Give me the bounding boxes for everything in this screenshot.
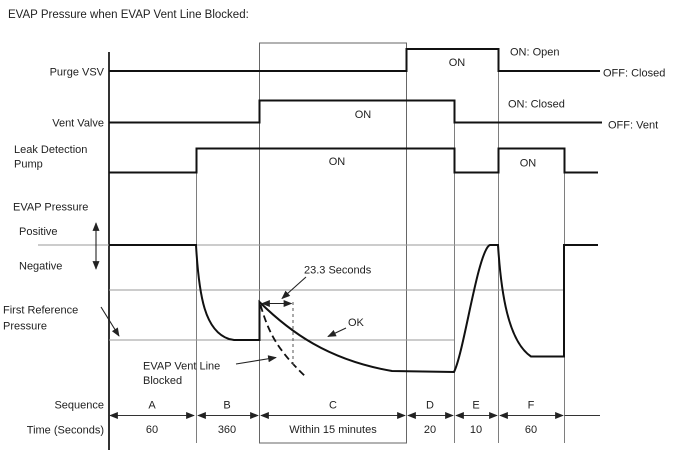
section-boundary-lines bbox=[108, 42, 565, 450]
first-reference-leader-arrow bbox=[100, 306, 120, 337]
time-value-e: 10 bbox=[470, 424, 482, 436]
leak-detection-pump-label-line2: Pump bbox=[14, 159, 43, 171]
purge-vsv-legend-on: ON: Open bbox=[510, 47, 560, 59]
vent-valve-legend-off: OFF: Vent bbox=[608, 120, 658, 132]
sequence-phase-c: C bbox=[329, 400, 337, 412]
sequence-phase-e: E bbox=[472, 400, 479, 412]
evap-pressure-curve-ok bbox=[109, 244, 598, 374]
sequence-phase-d: D bbox=[426, 400, 434, 412]
time-row-label: Time (Seconds) bbox=[27, 425, 104, 437]
ok-leader-arrow bbox=[327, 327, 347, 337]
time-value-b: 360 bbox=[218, 424, 236, 436]
purge-vsv-on-text: ON bbox=[449, 57, 466, 69]
negative-label: Negative bbox=[19, 261, 62, 273]
sequence-phase-f: F bbox=[528, 400, 535, 412]
purge-vsv-legend-off: OFF: Closed bbox=[603, 68, 665, 80]
sequence-phase-b: B bbox=[223, 400, 230, 412]
time-value-d: 20 bbox=[424, 424, 436, 436]
evap-pressure-label: EVAP Pressure bbox=[13, 202, 88, 214]
sequence-row-label: Sequence bbox=[54, 400, 104, 412]
pressure-reference-lines bbox=[38, 244, 564, 341]
vent-valve-waveform bbox=[109, 99, 602, 124]
blocked-annotation-line2: Blocked bbox=[143, 375, 182, 387]
leak-detection-pump-waveform bbox=[109, 147, 598, 174]
leak-detection-pump-label-line1: Leak Detection bbox=[14, 144, 87, 156]
23-seconds-annotation: 23.3 Seconds bbox=[304, 265, 372, 277]
evap-pressure-curve-blocked bbox=[259, 304, 308, 379]
first-reference-label-line1: First Reference bbox=[3, 305, 78, 317]
page-title: EVAP Pressure when EVAP Vent Line Blocke… bbox=[8, 9, 249, 21]
time-value-f: 60 bbox=[525, 424, 537, 436]
section-c-box bbox=[259, 42, 407, 444]
purge-vsv-label: Purge VSV bbox=[50, 67, 105, 79]
23-seconds-leader-arrow bbox=[281, 276, 307, 300]
leak-pump-on-text-second: ON bbox=[520, 158, 537, 170]
leak-pump-on-text-first: ON bbox=[329, 156, 346, 168]
sequence-phase-a: A bbox=[148, 400, 156, 412]
annotation-arrows bbox=[92, 222, 347, 365]
blocked-annotation-line1: EVAP Vent Line bbox=[143, 361, 220, 373]
vent-valve-on-text: ON bbox=[355, 109, 372, 121]
vent-valve-legend-on: ON: Closed bbox=[508, 99, 565, 111]
time-value-a: 60 bbox=[146, 424, 158, 436]
purge-vsv-waveform bbox=[109, 48, 600, 72]
first-reference-label-line2: Pressure bbox=[3, 321, 47, 333]
ok-annotation: OK bbox=[348, 317, 365, 329]
positive-label: Positive bbox=[19, 226, 58, 238]
blocked-leader-arrow bbox=[235, 355, 277, 365]
vent-valve-label: Vent Valve bbox=[52, 118, 104, 130]
time-value-c: Within 15 minutes bbox=[289, 424, 377, 436]
